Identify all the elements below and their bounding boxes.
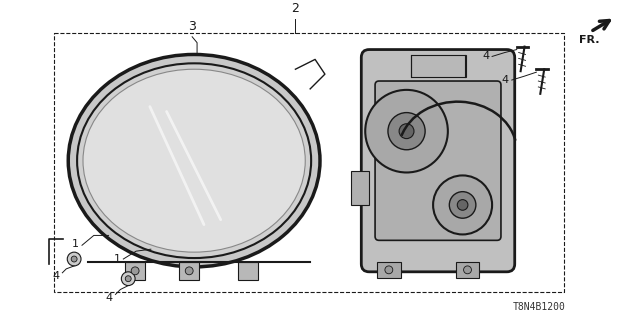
Circle shape: [463, 266, 472, 274]
Circle shape: [131, 267, 139, 275]
Ellipse shape: [83, 69, 305, 252]
Circle shape: [458, 200, 468, 210]
Bar: [179, 262, 199, 280]
Bar: [54, 33, 564, 292]
Bar: [377, 262, 401, 278]
Circle shape: [122, 272, 135, 285]
Circle shape: [385, 266, 393, 274]
Bar: [456, 262, 479, 278]
Text: FR.: FR.: [579, 35, 599, 45]
Ellipse shape: [68, 54, 320, 267]
Circle shape: [125, 276, 131, 282]
Circle shape: [399, 124, 414, 139]
Bar: [238, 262, 258, 280]
Text: 4: 4: [502, 75, 509, 85]
Text: 1: 1: [72, 239, 79, 249]
Ellipse shape: [77, 63, 311, 258]
Circle shape: [67, 252, 81, 266]
Text: 4: 4: [482, 52, 489, 61]
Text: 4: 4: [106, 293, 113, 303]
Circle shape: [449, 192, 476, 218]
Circle shape: [365, 90, 448, 172]
Circle shape: [71, 256, 77, 262]
Bar: [412, 55, 465, 77]
Circle shape: [185, 267, 193, 275]
Text: T8N4B1200: T8N4B1200: [513, 302, 566, 312]
Circle shape: [433, 175, 492, 235]
FancyBboxPatch shape: [375, 81, 501, 240]
Bar: [351, 171, 369, 205]
Text: 4: 4: [52, 271, 60, 281]
FancyBboxPatch shape: [362, 50, 515, 272]
Circle shape: [388, 113, 425, 150]
Text: 3: 3: [188, 20, 196, 33]
Text: 2: 2: [291, 2, 300, 15]
Bar: [125, 262, 145, 280]
Text: 1: 1: [113, 254, 120, 264]
